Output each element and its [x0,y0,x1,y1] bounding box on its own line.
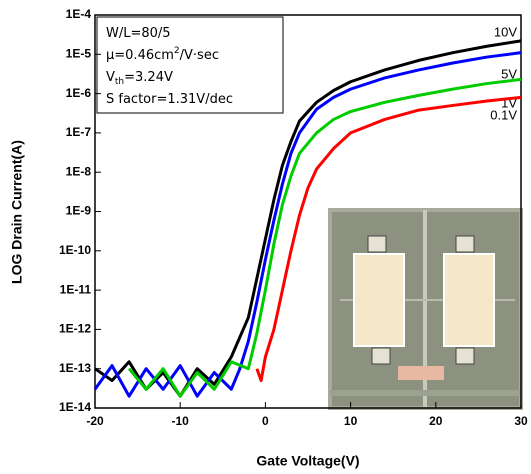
annotation-box [96,16,284,114]
annotation: μ=0.46cm2/V·sec [106,46,219,63]
y-axis-label: LOG Drain Current(A) [9,140,25,284]
x-tick-label: 30 [514,414,528,428]
x-tick-label: 0 [262,414,269,428]
y-tick-label: 1E-7 [66,125,92,139]
x-tick-label: 20 [429,414,443,428]
y-tick-label: 1E-12 [59,322,91,336]
x-tick-label: -20 [86,414,104,428]
y-tick-label: 1E-10 [59,243,91,257]
y-tick-label: 1E-9 [66,204,92,218]
y-tick-label: 1E-5 [66,46,92,60]
data-line [127,77,522,398]
y-tick-label: 1E-11 [60,282,92,296]
x-tick-label: 10 [344,414,358,428]
data-line [255,95,522,383]
annotation: Vth=3.24V [106,70,173,87]
annotation: S factor=1.31V/dec [106,92,233,107]
y-tick-label: 1E-14 [59,400,91,414]
y-tick-label: 1E-4 [66,7,92,21]
x-tick-label: -10 [172,414,190,428]
legend-label: 5V [501,66,517,81]
y-tick-label: 1E-6 [66,86,92,100]
legend-label: 0.1V [490,107,517,122]
y-tick-label: 1E-8 [66,164,92,178]
x-axis-label: Gate Voltage(V) [256,453,359,469]
y-tick-label: 1E-13 [59,361,91,375]
annotation: W/L=80/5 [106,26,171,41]
legend-label: 10V [494,24,517,39]
data-line [93,51,522,398]
inset-photo [328,208,523,410]
data-line [94,39,522,398]
